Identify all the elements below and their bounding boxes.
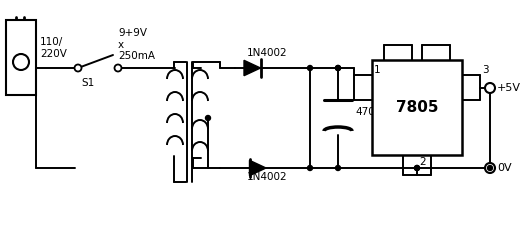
Circle shape: [485, 163, 495, 173]
Circle shape: [414, 165, 420, 170]
Circle shape: [488, 165, 492, 170]
Text: +5V: +5V: [497, 83, 520, 93]
Text: 3: 3: [482, 65, 489, 75]
Text: 2: 2: [419, 157, 426, 167]
Circle shape: [335, 66, 341, 71]
Text: 1: 1: [374, 65, 381, 75]
Text: 110/
220V: 110/ 220V: [40, 37, 67, 59]
Circle shape: [335, 66, 341, 71]
Text: 0V: 0V: [497, 163, 512, 173]
Bar: [372, 60, 462, 155]
Text: 470μF: 470μF: [355, 107, 387, 117]
Polygon shape: [250, 160, 266, 176]
Polygon shape: [244, 60, 261, 76]
Text: S1: S1: [81, 78, 95, 88]
Circle shape: [485, 83, 495, 93]
Circle shape: [414, 165, 420, 170]
Circle shape: [13, 54, 29, 70]
Text: 1N4002: 1N4002: [247, 172, 288, 182]
Circle shape: [307, 66, 313, 71]
Circle shape: [114, 64, 122, 72]
Circle shape: [335, 165, 341, 170]
Text: 9+9V
x
250mA: 9+9V x 250mA: [118, 28, 155, 61]
Text: 7805: 7805: [396, 100, 438, 115]
Circle shape: [205, 115, 211, 121]
Text: 1N4002: 1N4002: [247, 48, 288, 58]
Bar: [6, 20, 36, 95]
Circle shape: [307, 165, 313, 170]
Circle shape: [74, 64, 82, 72]
